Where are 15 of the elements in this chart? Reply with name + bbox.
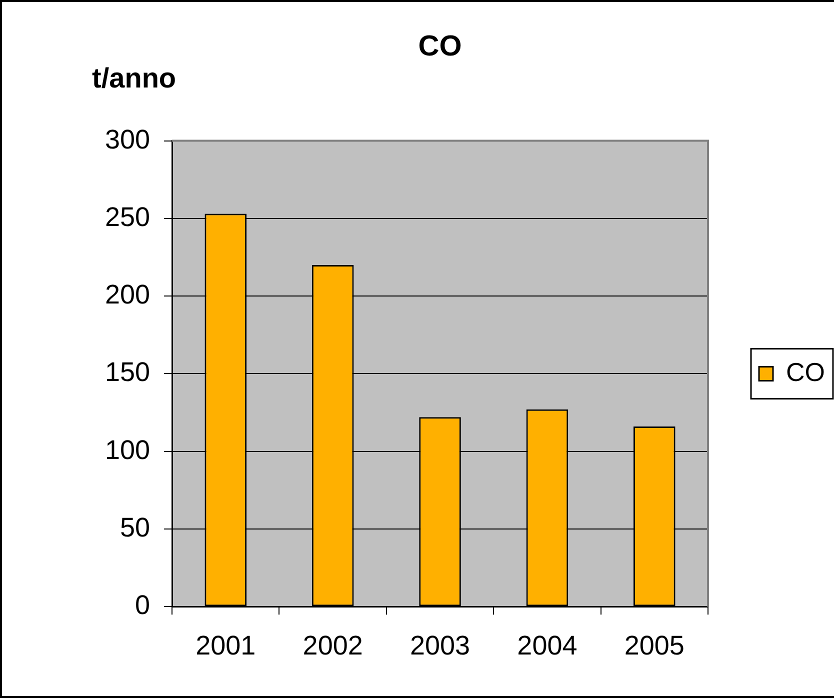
y-tick-label: 100 [104, 434, 150, 465]
y-axis-title: t/anno [92, 62, 176, 94]
x-tick-label: 2003 [410, 630, 470, 660]
x-tick-label: 2002 [302, 630, 363, 660]
chart-title: CO [418, 30, 462, 62]
y-tick-label: 150 [104, 357, 150, 388]
x-tick-label: 2001 [196, 630, 256, 660]
y-tick-label: 300 [104, 124, 150, 154]
y-tick-label: 0 [135, 590, 150, 620]
x-tick-label: 2005 [624, 630, 684, 660]
x-tick-label: 2004 [517, 630, 578, 660]
y-tick-label: 250 [104, 202, 150, 232]
legend-label: CO [786, 356, 825, 387]
y-tick-label: 50 [120, 512, 150, 542]
y-tick-label: 200 [104, 280, 150, 310]
